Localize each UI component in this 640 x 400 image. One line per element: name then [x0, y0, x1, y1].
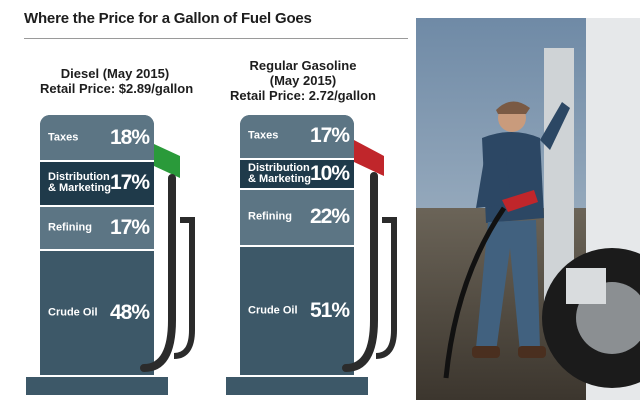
segment-label: Refining	[248, 210, 292, 223]
segment-label: Refining	[48, 221, 92, 234]
diesel-heading: Diesel (May 2015) Retail Price: $2.89/ga…	[40, 66, 194, 96]
diesel-nozzle-hose-icon	[140, 144, 195, 372]
segment-value: 10%	[309, 161, 350, 185]
segment-value: 51%	[309, 299, 350, 323]
diesel-nozzle-icon	[154, 144, 180, 178]
segment-value: 22%	[309, 205, 350, 229]
diesel-pump-stack: Taxes 18% Distribution & Marketing 17% Refin…	[40, 115, 154, 377]
segment-crude-oil: Crude Oil 51%	[240, 247, 354, 377]
segment-label: Crude Oil	[48, 306, 98, 319]
segment-value: 18%	[109, 125, 150, 149]
gasoline-heading: Regular Gasoline (May 2015) Retail Price…	[228, 58, 378, 103]
segment-value: 17%	[109, 215, 150, 239]
segment-label: Crude Oil	[248, 304, 298, 317]
segment-label: Taxes	[48, 131, 79, 144]
gasoline-nozzle-hose-icon	[342, 140, 397, 372]
diesel-heading-line-1: Diesel (May 2015)	[60, 66, 170, 81]
gasoline-nozzle-icon	[354, 140, 384, 176]
gasoline-heading-line-1: Regular Gasoline	[249, 58, 357, 73]
segment-value: 17%	[109, 171, 150, 195]
gasoline-heading-line-3: Retail Price: 2.72/gallon	[230, 88, 376, 103]
gasoline-pump-base	[226, 377, 368, 395]
segment-refining: Refining 22%	[240, 189, 354, 248]
gasoline-heading-line-2: (May 2015)	[269, 73, 337, 88]
segment-distribution-marketing: Distribution & Marketing 17%	[40, 162, 154, 207]
gasoline-pump-stack: Taxes 17% Distribution & Marketing 10% Refin…	[240, 115, 354, 377]
segment-refining: Refining 17%	[40, 206, 154, 252]
segment-value: 48%	[109, 301, 150, 325]
segment-taxes: Taxes 17%	[240, 115, 354, 160]
diesel-heading-line-2: Retail Price: $2.89/gallon	[40, 81, 194, 96]
segment-taxes: Taxes 18%	[40, 115, 154, 163]
segment-label: Distribution & Marketing	[248, 161, 311, 185]
segment-value: 17%	[309, 124, 350, 148]
segment-label: Distribution & Marketing	[48, 171, 111, 195]
infographic-title: Where the Price for a Gallon of Fuel Goe…	[24, 10, 312, 27]
title-divider	[24, 38, 408, 39]
segment-crude-oil: Crude Oil 48%	[40, 251, 154, 377]
diesel-pump-base	[26, 377, 168, 395]
segment-label: Taxes	[248, 129, 279, 142]
segment-distribution-marketing: Distribution & Marketing 10%	[240, 159, 354, 190]
trucker-fueling-photo	[416, 18, 640, 400]
